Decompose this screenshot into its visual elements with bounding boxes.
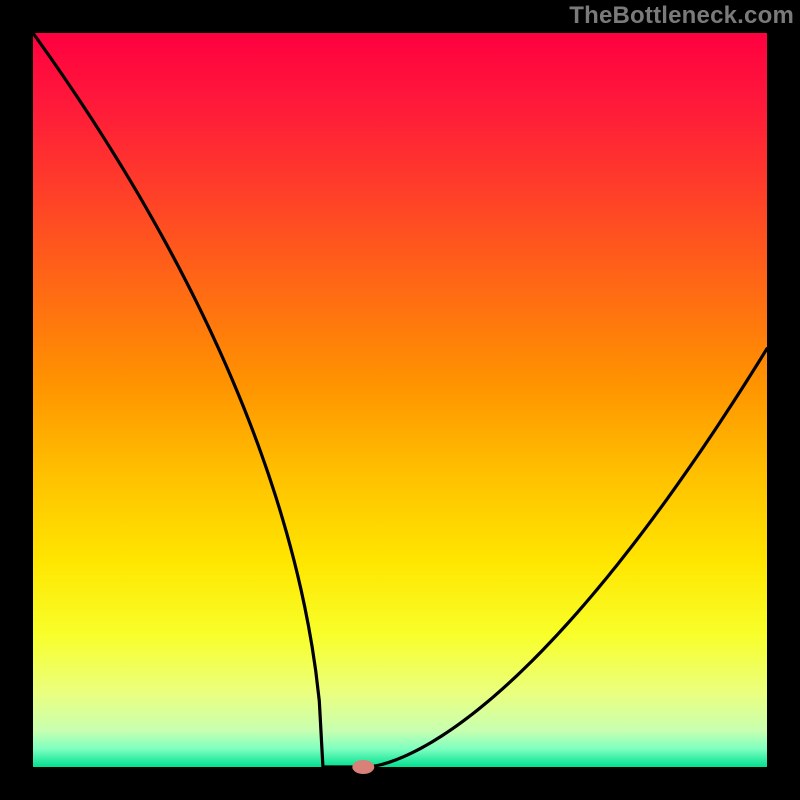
bottleneck-chart bbox=[0, 0, 800, 800]
minimum-marker bbox=[352, 760, 374, 774]
watermark-text: TheBottleneck.com bbox=[569, 0, 800, 30]
gradient-background bbox=[33, 33, 767, 767]
